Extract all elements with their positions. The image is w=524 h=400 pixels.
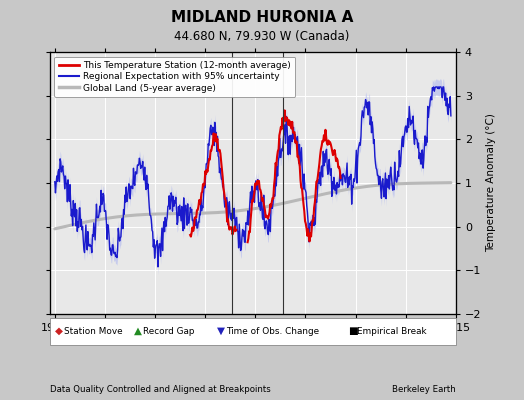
Legend: This Temperature Station (12-month average), Regional Expectation with 95% uncer: This Temperature Station (12-month avera…: [54, 56, 296, 97]
Text: Record Gap: Record Gap: [143, 327, 194, 336]
Text: Station Move: Station Move: [64, 327, 123, 336]
Text: Time of Obs. Change: Time of Obs. Change: [226, 327, 320, 336]
Text: ■: ■: [348, 326, 358, 336]
Text: ◆: ◆: [55, 326, 63, 336]
Text: 44.680 N, 79.930 W (Canada): 44.680 N, 79.930 W (Canada): [174, 30, 350, 43]
Text: ▲: ▲: [134, 326, 141, 336]
Text: Empirical Break: Empirical Break: [357, 327, 427, 336]
Text: ▼: ▼: [217, 326, 225, 336]
Text: Berkeley Earth: Berkeley Earth: [392, 385, 456, 394]
Text: MIDLAND HURONIA A: MIDLAND HURONIA A: [171, 10, 353, 25]
Text: Data Quality Controlled and Aligned at Breakpoints: Data Quality Controlled and Aligned at B…: [50, 385, 270, 394]
Y-axis label: Temperature Anomaly (°C): Temperature Anomaly (°C): [486, 114, 496, 252]
